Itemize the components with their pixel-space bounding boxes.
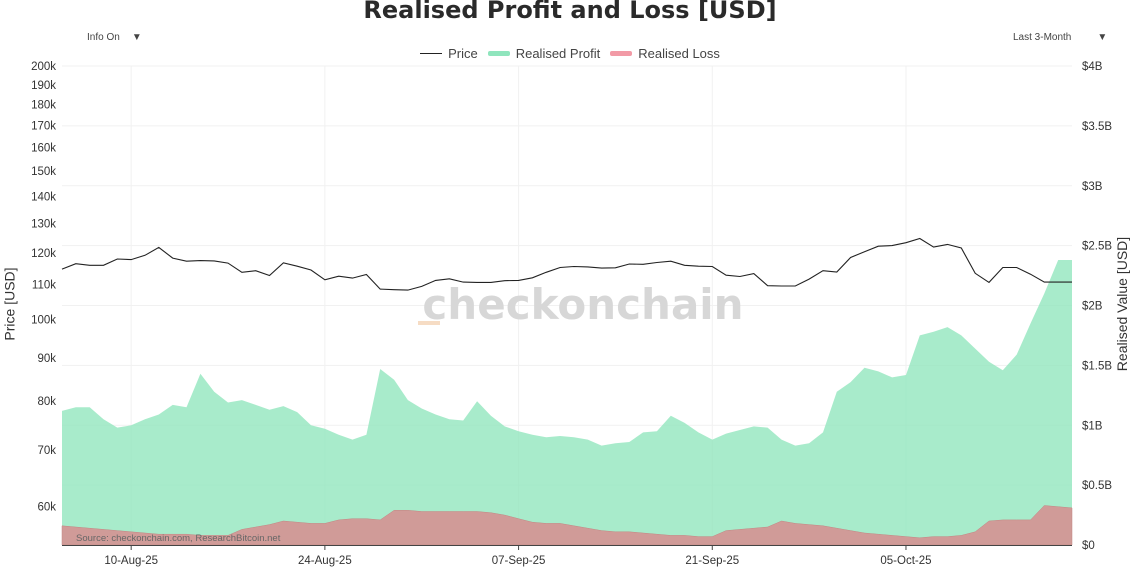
- range-dropdown-label: Last 3-Month: [1013, 31, 1072, 43]
- legend-label-realised-profit: Realised Profit: [515, 46, 601, 61]
- legend-swatch-realised-loss: [610, 51, 633, 56]
- x-tick-label: 07-Sep-25: [492, 555, 546, 567]
- x-tick-label: 24-Aug-25: [298, 555, 352, 567]
- y-left-tick-label: 60k: [37, 501, 56, 513]
- y-left-tick-label: 190k: [31, 80, 56, 92]
- legend-swatch-realised-profit: [487, 51, 510, 56]
- price-line: [61, 237, 1072, 291]
- legend-label-realised-loss: Realised Loss: [638, 46, 720, 61]
- watermark: checkonchain: [422, 280, 743, 329]
- y-right-tick-label: $2.5B: [1082, 241, 1112, 253]
- legend-label-price: Price: [448, 46, 478, 61]
- legend-item-realised-loss[interactable]: Realised Loss: [610, 46, 720, 61]
- y-left-tick-label: 100k: [31, 315, 56, 327]
- x-tick-label: 05-Oct-25: [880, 555, 931, 567]
- y-right-tick-label: $1B: [1082, 420, 1103, 432]
- x-tick-label: 10-Aug-25: [104, 555, 158, 567]
- y-right-tick-label: $2B: [1082, 301, 1103, 313]
- y-left-tick-label: 120k: [31, 248, 56, 260]
- y-left-tick-label: 170k: [31, 120, 56, 132]
- area-series: [61, 260, 1073, 546]
- y-right-tick-label: $4B: [1082, 61, 1103, 73]
- chevron-down-icon: ▼: [131, 31, 142, 43]
- realised-profit-area: [62, 260, 1072, 545]
- y-left-tick-label: 140k: [31, 191, 56, 203]
- y-right-tick-label: $0.5B: [1082, 480, 1112, 492]
- realised-loss-area: [61, 505, 1073, 546]
- y-left-tick-label: 160k: [31, 143, 56, 155]
- y-left-tick-label: 180k: [31, 100, 56, 112]
- range-dropdown[interactable]: Last 3-Month ▼: [1013, 28, 1107, 46]
- y-left-tick-label: 80k: [37, 396, 56, 408]
- y-left-tick-label: 110k: [32, 280, 56, 292]
- y-right-ticks: $0 $0.5B $1B $1.5B $2B $2.5B $3B $3.5B $4B: [1082, 61, 1112, 552]
- info-dropdown-label: Info On: [87, 31, 120, 43]
- y-left-tick-label: 90k: [37, 353, 56, 365]
- chart-legend: Price Realised Profit Realised Loss: [0, 46, 1140, 61]
- legend-swatch-price: [420, 53, 443, 54]
- legend-item-realised-profit[interactable]: Realised Profit: [487, 46, 601, 61]
- chevron-down-icon: ▼: [1097, 31, 1108, 43]
- source-note: Source: checkonchain.com, ResearchBitcoi…: [76, 533, 281, 544]
- y-right-tick-label: $3B: [1082, 181, 1103, 193]
- legend-item-price[interactable]: Price: [420, 46, 478, 61]
- x-axis-ticks: 10-Aug-25 24-Aug-25 07-Sep-25 21-Sep-25 05-O…: [104, 545, 932, 567]
- line-series: [61, 237, 1072, 291]
- chart-title: Realised Profit and Loss [USD]: [363, 0, 777, 24]
- y-left-tick-label: 150k: [31, 166, 56, 178]
- info-dropdown[interactable]: Info On ▼: [87, 28, 142, 46]
- y-right-tick-label: $3.5B: [1082, 121, 1112, 133]
- watermark-accent: [418, 321, 440, 325]
- y-left-tick-label: 200k: [31, 61, 56, 73]
- y-left-ticks: 60k 70k 80k 90k 100k 110k 120k 130k 140k 150k 160k…: [31, 61, 56, 513]
- y-left-tick-label: 130k: [31, 219, 56, 231]
- y-right-tick-label: $0: [1082, 540, 1095, 552]
- x-tick-label: 21-Sep-25: [685, 555, 739, 567]
- y-right-tick-label: $1.5B: [1082, 360, 1112, 372]
- y-left-tick-label: 70k: [37, 445, 56, 457]
